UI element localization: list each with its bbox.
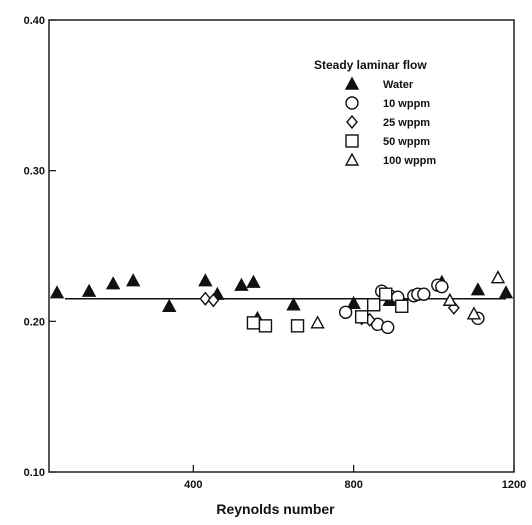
data-point [286, 297, 301, 311]
legend-items: Water 10 wppm 25 wppm 50 wppm 100 wppm [344, 76, 436, 167]
data-point [246, 316, 261, 330]
legend-item: Water [344, 76, 414, 91]
series-4 [310, 270, 506, 329]
data-point [490, 270, 506, 284]
legend-marker [345, 134, 359, 148]
data-point [105, 276, 121, 290]
series-0 [49, 273, 514, 325]
y-tick-label: 0.20 [24, 316, 45, 328]
x-tick-label: 800 [344, 479, 362, 491]
data-point [498, 285, 514, 299]
data-point [442, 292, 458, 306]
legend-item: 50 wppm [345, 134, 430, 148]
legend-item: 100 wppm [344, 152, 436, 167]
data-point [395, 299, 409, 313]
series-3 [246, 287, 409, 333]
data-point [346, 295, 361, 309]
data-point [246, 274, 261, 288]
data-point [49, 285, 65, 299]
data-point [310, 315, 325, 329]
legend-marker [344, 76, 360, 90]
y-tick-label: 0.10 [24, 467, 45, 479]
data-point [466, 306, 482, 320]
data-point [258, 319, 273, 333]
data-point [290, 319, 305, 333]
data-point [126, 273, 141, 287]
data-points [49, 270, 514, 335]
y-tick-label: 0.30 [24, 166, 45, 178]
legend-label: 25 wppm [383, 117, 430, 129]
data-point [234, 277, 249, 291]
x-tick-label: 1200 [502, 479, 526, 491]
data-point [338, 305, 353, 319]
plot-frame [48, 19, 515, 473]
data-point [417, 287, 431, 301]
legend-item: 10 wppm [345, 96, 430, 110]
legend-item: 25 wppm [346, 114, 430, 130]
legend-label: 100 wppm [383, 155, 436, 167]
legend: Steady laminar flow Water 10 wppm 25 wppm 5… [314, 58, 436, 167]
x-axis-ticks: 400 800 1200 [184, 465, 526, 491]
y-tick-label: 0.40 [24, 15, 45, 27]
data-point [198, 273, 213, 287]
data-point [354, 310, 369, 324]
legend-label: 50 wppm [383, 136, 430, 148]
legend-marker [346, 114, 358, 130]
data-point [81, 283, 97, 297]
legend-marker [345, 96, 359, 110]
data-point [199, 291, 212, 306]
data-point [435, 279, 449, 294]
y-axis-ticks: 0.10 0.20 0.30 0.40 [24, 15, 56, 479]
data-point [381, 320, 395, 335]
plot-area-border [48, 19, 515, 473]
legend-label: 10 wppm [383, 98, 430, 110]
series-1 [338, 278, 485, 335]
data-point [207, 293, 220, 308]
data-point [162, 298, 177, 312]
data-point [379, 287, 393, 301]
legend-label: Water [383, 79, 414, 91]
x-axis-label: Reynolds number [216, 501, 335, 517]
data-point [366, 298, 381, 312]
data-point [470, 282, 486, 296]
legend-marker [344, 152, 360, 166]
x-tick-label: 400 [184, 479, 202, 491]
legend-title: Steady laminar flow [314, 58, 427, 72]
